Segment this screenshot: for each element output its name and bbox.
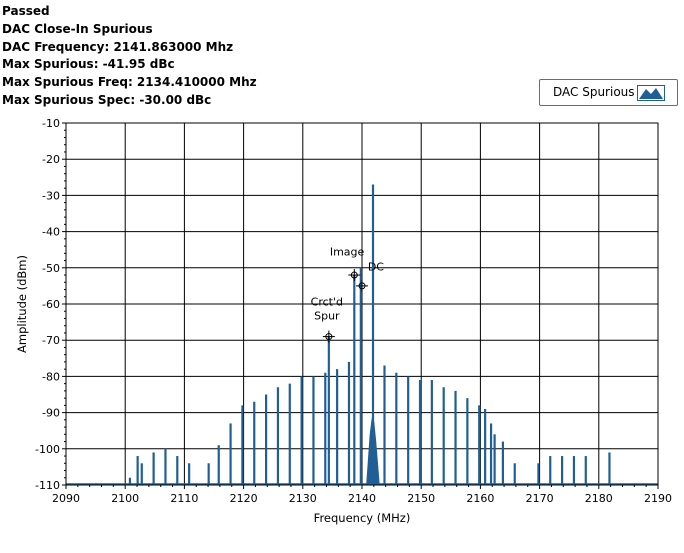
annotation-label: Image — [330, 245, 365, 258]
legend-label: DAC Spurious — [553, 85, 635, 99]
y-tick-label: -90 — [42, 407, 60, 420]
legend-area-swatch-icon — [637, 85, 665, 101]
x-tick-label: 2110 — [170, 492, 198, 505]
status-text: Passed — [2, 4, 50, 18]
y-tick-label: -100 — [35, 443, 60, 456]
max-spurious-freq: Max Spurious Freq: 2134.410000 Mhz — [2, 75, 257, 90]
annotation-label: Crct'd — [311, 296, 343, 309]
x-tick-label: 2170 — [526, 492, 554, 505]
plot-frame — [65, 122, 659, 486]
test-name: DAC Close-In Spurious — [2, 21, 153, 36]
y-tick-label: -20 — [42, 153, 60, 166]
max-spurious-spec: Max Spurious Spec: -30.00 dBc — [2, 92, 212, 107]
y-tick-label: -60 — [42, 298, 60, 311]
x-tick-label: 2120 — [230, 492, 258, 505]
result-summary: Passed DAC Close-In Spurious DAC Frequen… — [2, 3, 257, 110]
x-tick-label: 2160 — [466, 492, 494, 505]
y-tick-label: -110 — [35, 479, 60, 492]
x-tick-label: 2150 — [407, 492, 435, 505]
annotation-label: DC — [368, 261, 384, 274]
annotation-label: Spur — [314, 310, 340, 323]
max-spurious: Max Spurious: -41.95 dBc — [2, 57, 175, 72]
y-tick-label: -40 — [42, 226, 60, 239]
x-tick-label: 2100 — [111, 492, 139, 505]
y-tick-label: -80 — [42, 370, 60, 383]
y-tick-label: -50 — [42, 262, 60, 275]
x-tick-label: 2090 — [52, 492, 80, 505]
carrier-hump-area — [366, 412, 380, 485]
x-tick-label: 2180 — [585, 492, 613, 505]
dac-frequency: DAC Frequency: 2141.863000 Mhz — [2, 39, 234, 54]
x-axis-title: Frequency (MHz) — [314, 511, 411, 525]
y-tick-label: -30 — [42, 189, 60, 202]
x-tick-label: 2130 — [289, 492, 317, 505]
x-tick-label: 2190 — [644, 492, 672, 505]
y-tick-label: -70 — [42, 334, 60, 347]
y-tick-label: -10 — [42, 117, 60, 130]
y-axis-title: Amplitude (dBm) — [15, 255, 29, 353]
chart-legend[interactable]: DAC Spurious — [539, 79, 678, 106]
x-tick-label: 2140 — [348, 492, 376, 505]
